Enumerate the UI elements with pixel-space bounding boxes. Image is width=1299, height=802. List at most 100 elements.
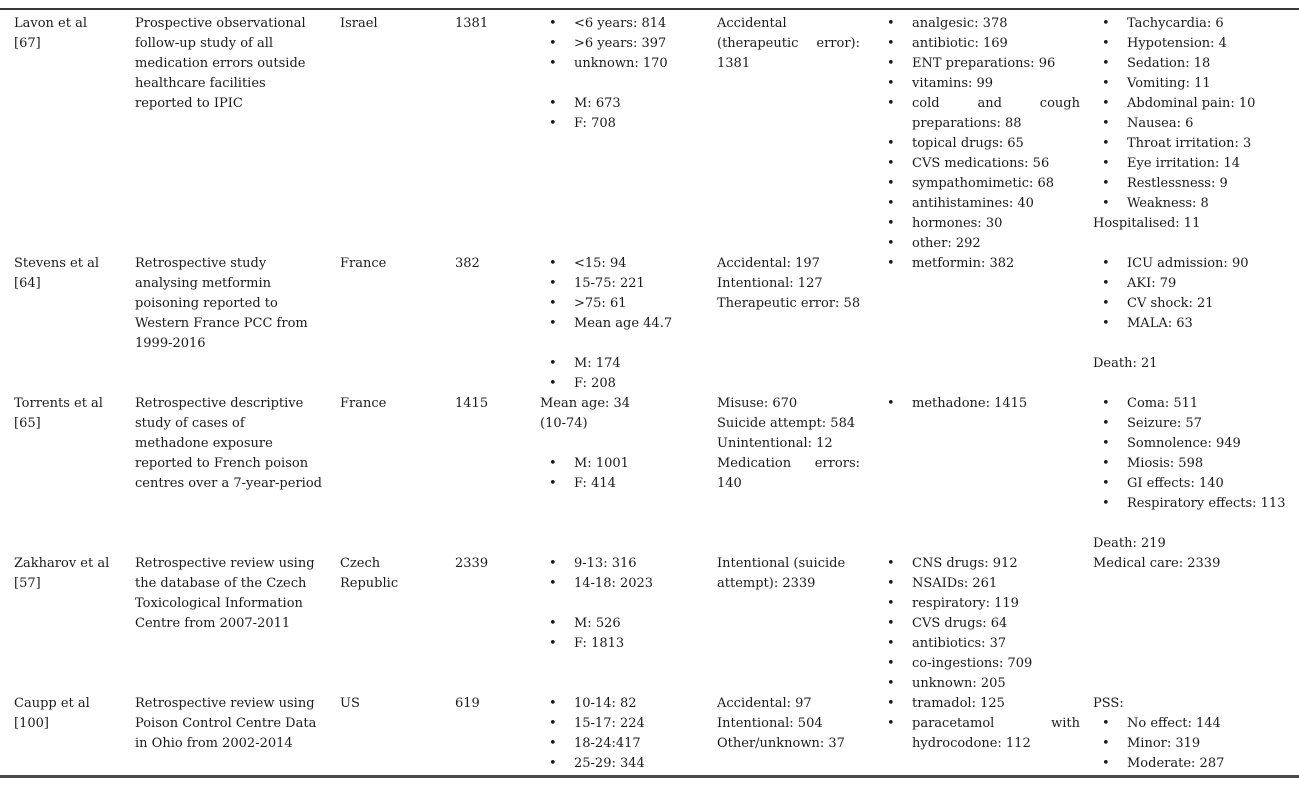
text-line: NSAIDs: 261 — [912, 576, 998, 591]
text-line: No effect: 144 — [1127, 716, 1221, 731]
text-line: Zakharov et al — [14, 556, 110, 571]
text-line: 18-24:417 — [574, 736, 641, 751]
cell-country: France — [340, 254, 448, 274]
text-line: Accidental — [717, 16, 787, 31]
bulleted-item-text: vitamins: 99 — [912, 74, 1080, 94]
text-line: co-ingestions: 709 — [912, 656, 1033, 671]
text-line: in Ohio from 2002-2014 — [135, 736, 293, 751]
bulleted-item: • respiratory: 119 — [878, 594, 1080, 614]
text-line: CVS medications: 56 — [912, 156, 1050, 171]
cell-outcomes: PSS: • No effect: 144 • Minor: 319 • Moderate:… — [1093, 694, 1299, 774]
bulleted-item: • 18-24:417 — [540, 734, 705, 754]
bulleted-item-text: Tachycardia: 6 — [1127, 14, 1289, 34]
text-line: [64] — [14, 276, 41, 291]
bullet-icon: • — [887, 36, 895, 51]
bullet-icon: • — [887, 16, 895, 31]
text-line: Poison Control Centre Data — [135, 716, 317, 731]
cell-exposure: Accidental: 197 Intentional: 127 Therapeut… — [717, 254, 878, 314]
bulleted-item-text: sympathomimetic: 68 — [912, 174, 1080, 194]
table-row: Lavon et al [67] Prospective observational… — [14, 14, 1299, 254]
text-block: Israel — [340, 14, 436, 34]
bullet-icon: • — [887, 716, 895, 731]
bulleted-item-text: Sedation: 18 — [1127, 54, 1289, 74]
cell-country: US — [340, 694, 448, 714]
text-line: 2339 — [455, 556, 489, 571]
bulleted-item-text: Coma: 511 — [1127, 394, 1289, 414]
bulleted-item-text: Vomiting: 11 — [1127, 74, 1289, 94]
bulleted-item: • 10-14: 82 — [540, 694, 705, 714]
text-line: analgesic: 378 — [912, 16, 1008, 31]
text-line: ENT preparations: 96 — [912, 56, 1056, 71]
bulleted-item-text: CVS medications: 56 — [912, 154, 1080, 174]
bulleted-item: • topical drugs: 65 — [878, 134, 1080, 154]
bullet-icon: • — [1102, 436, 1110, 451]
table-body: Lavon et al [67] Prospective observational… — [14, 14, 1299, 774]
text-line: AKI: 79 — [1127, 276, 1177, 291]
cell-description: Retrospective study analysing metformin po… — [135, 254, 340, 354]
bulleted-item: • Restlessness: 9 — [1093, 174, 1289, 194]
text-line: Nausea: 6 — [1127, 116, 1194, 131]
bullet-icon: • — [887, 696, 895, 711]
text-line: F: 208 — [574, 376, 616, 391]
text-line: Lavon et al — [14, 16, 88, 31]
text-line: antibiotics: 37 — [912, 636, 1007, 651]
text-line: (10-74) — [540, 416, 588, 431]
bullet-icon: • — [549, 696, 557, 711]
text-line: 140 — [717, 476, 742, 491]
bullet-icon: • — [1102, 316, 1110, 331]
blank-line — [540, 74, 705, 94]
cell-n: 1415 — [448, 394, 540, 414]
bullet-icon: • — [1102, 56, 1110, 71]
text-block: Accidental: 197 Intentional: 127 Therapeut… — [717, 254, 860, 314]
bullet-icon: • — [1102, 256, 1110, 271]
text-line: 1999-2016 — [135, 336, 206, 351]
cell-n: 2339 — [448, 554, 540, 574]
text-line: M: 673 — [574, 96, 621, 111]
bulleted-item-text: 9-13: 316 — [574, 554, 705, 574]
text-line: Eye irritation: 14 — [1127, 156, 1241, 171]
text-line: Abdominal pain: 10 — [1127, 96, 1256, 111]
cell-study: Stevens et al [64] — [14, 254, 135, 294]
bullet-icon: • — [1102, 496, 1110, 511]
bulleted-item: • antibiotics: 37 — [878, 634, 1080, 654]
text-block: Caupp et al [100] — [14, 694, 123, 734]
text-block: Zakharov et al [57] — [14, 554, 123, 594]
bulleted-item: • Mean age 44.7 — [540, 314, 705, 334]
bulleted-item-text: metformin: 382 — [912, 254, 1080, 274]
text-line: <6 years: 814 — [574, 16, 667, 31]
text-line: PSS: — [1093, 696, 1124, 711]
bullet-icon: • — [549, 356, 557, 371]
text-line: (therapeutic error): — [717, 36, 860, 51]
bullet-icon: • — [887, 136, 895, 151]
text-line: Therapeutic error: 58 — [717, 296, 861, 311]
bulleted-item: • Sedation: 18 — [1093, 54, 1289, 74]
cell-study: Zakharov et al [57] — [14, 554, 135, 594]
bullet-icon: • — [1102, 96, 1110, 111]
text-block: 382 — [455, 254, 528, 274]
bulleted-item-text: cold and cough preparations: 88 — [912, 94, 1080, 134]
bullet-icon: • — [549, 16, 557, 31]
bulleted-item: • ICU admission: 90 — [1093, 254, 1289, 274]
cell-n: 382 — [448, 254, 540, 274]
bulleted-item-text: Nausea: 6 — [1127, 114, 1289, 134]
text-line: unknown: 170 — [574, 56, 668, 71]
text-block: Medical care: 2339 — [1093, 554, 1289, 574]
table-row: Torrents et al [65] Retrospective descript… — [14, 394, 1299, 554]
bullet-icon: • — [549, 616, 557, 631]
bullet-icon: • — [1102, 276, 1110, 291]
cell-age-sex: • 10-14: 82 • 15-17: 224 • 18-24:417 • 25-29: 3… — [540, 694, 717, 774]
bulleted-item-text: other: 292 — [912, 234, 1080, 254]
table-row: Caupp et al [100] Retrospective review usi… — [14, 694, 1299, 774]
text-line: >75: 61 — [574, 296, 627, 311]
bulleted-item-text: Throat irritation: 3 — [1127, 134, 1289, 154]
text-line: 1381 — [717, 56, 751, 71]
bullet-icon: • — [1102, 116, 1110, 131]
bulleted-item: • M: 174 — [540, 354, 705, 374]
text-line: methadone: 1415 — [912, 396, 1028, 411]
text-line: Unintentional: 12 — [717, 436, 833, 451]
bulleted-item-text: 25-29: 344 — [574, 754, 705, 774]
cell-outcomes: • ICU admission: 90 • AKI: 79 • CV shock: 21 •… — [1093, 254, 1299, 374]
bulleted-item: • methadone: 1415 — [878, 394, 1080, 414]
bulleted-item-text: <6 years: 814 — [574, 14, 705, 34]
text-block: Torrents et al [65] — [14, 394, 123, 434]
